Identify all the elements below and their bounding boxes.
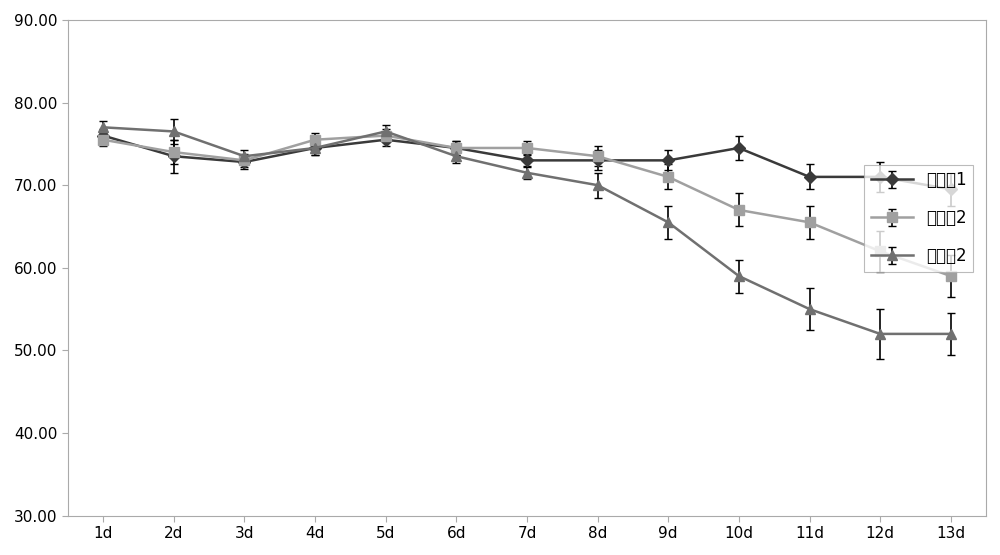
- Legend: 对照的1, 对照的2, 实施例2: 对照的1, 对照的2, 实施例2: [864, 164, 973, 272]
